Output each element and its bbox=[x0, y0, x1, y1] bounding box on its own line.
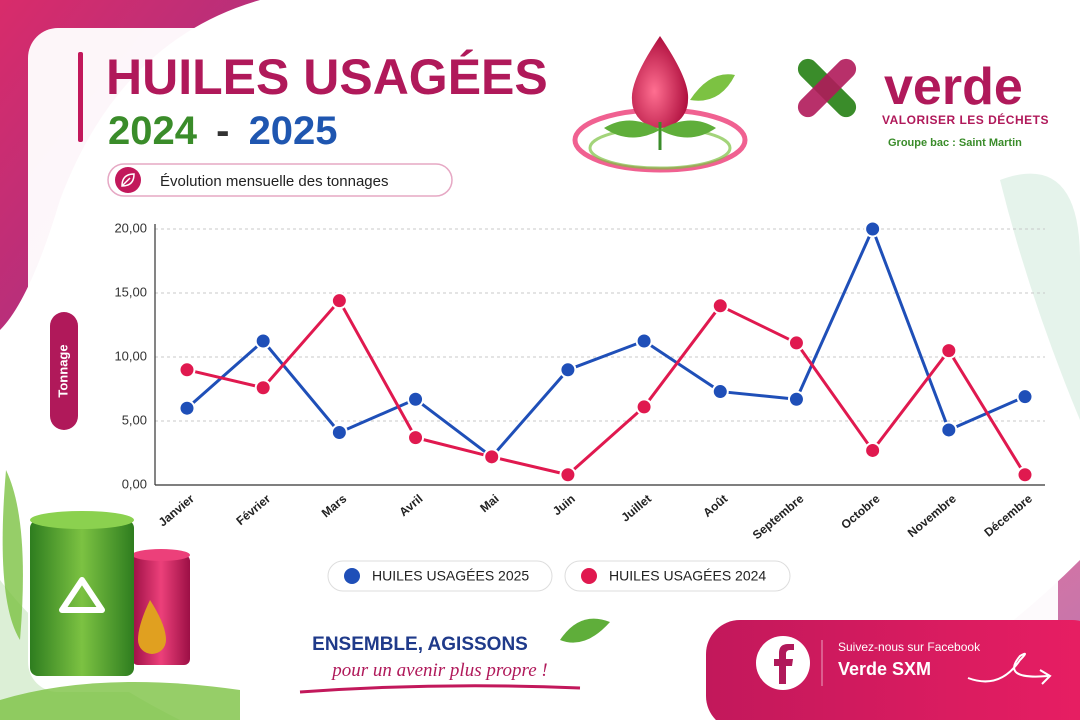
year-separator: - bbox=[216, 109, 229, 153]
slogan-script: pour un avenir plus propre ! bbox=[330, 660, 548, 681]
data-point bbox=[330, 292, 348, 310]
data-point bbox=[254, 332, 272, 350]
data-point bbox=[1016, 466, 1034, 484]
series-line bbox=[186, 227, 1026, 459]
data-point bbox=[178, 399, 196, 417]
data-point bbox=[940, 342, 958, 360]
logo-name: verde bbox=[884, 58, 1023, 116]
data-point bbox=[178, 361, 196, 379]
slogan-underline bbox=[299, 684, 581, 694]
facebook-page[interactable]: Verde SXM bbox=[838, 659, 931, 679]
year-a: 2024 bbox=[108, 109, 198, 153]
y-axis-label: Tonnage bbox=[55, 344, 70, 397]
year-b: 2025 bbox=[249, 109, 338, 153]
data-point bbox=[864, 220, 882, 238]
data-point bbox=[940, 421, 958, 439]
legend-pill bbox=[327, 560, 553, 592]
y-tick-label: 0,00 bbox=[122, 476, 147, 491]
header: HUILES USAGÉES 2024 - 2025 Évolution men… bbox=[78, 49, 548, 197]
logo-mark-pink bbox=[797, 58, 857, 118]
title-accent bbox=[78, 52, 83, 142]
leaf-icon bbox=[121, 173, 135, 187]
logo-tagline: VALORISER LES DÉCHETS bbox=[882, 112, 1049, 127]
data-point bbox=[559, 466, 577, 484]
legend-marker bbox=[581, 568, 597, 584]
facebook-panel[interactable]: Suivez-nous sur Facebook Verde SXM bbox=[706, 620, 1080, 720]
title: HUILES USAGÉES bbox=[106, 49, 548, 105]
data-point bbox=[635, 398, 653, 416]
slogan: ENSEMBLE, AGISSONS pour un avenir plus p… bbox=[299, 618, 610, 694]
subtitle: Évolution mensuelle des tonnages bbox=[160, 173, 389, 190]
drop-illustration bbox=[572, 36, 748, 173]
data-point bbox=[407, 429, 425, 447]
data-point bbox=[407, 390, 425, 408]
years: 2024 - 2025 bbox=[108, 109, 338, 153]
data-point bbox=[787, 390, 805, 408]
series-line bbox=[186, 299, 1027, 477]
legend-pill bbox=[564, 560, 791, 592]
data-point bbox=[1016, 388, 1034, 406]
data-point bbox=[330, 424, 348, 442]
y-label-pill bbox=[50, 312, 78, 430]
data-point bbox=[864, 441, 882, 459]
data-point bbox=[787, 334, 805, 352]
y-tick-label: 20,00 bbox=[114, 220, 147, 235]
logo-group: Groupe bac : Saint Martin bbox=[888, 137, 1022, 149]
legend-label: HUILES USAGÉES 2024 bbox=[609, 568, 766, 584]
data-point bbox=[483, 448, 501, 466]
facebook-prompt: Suivez-nous sur Facebook bbox=[838, 640, 981, 654]
data-point bbox=[559, 361, 577, 379]
y-tick-label: 15,00 bbox=[114, 284, 147, 299]
data-point bbox=[635, 332, 653, 350]
y-tick-label: 5,00 bbox=[122, 412, 147, 427]
logo: verde VALORISER LES DÉCHETS Groupe bac :… bbox=[797, 58, 1049, 149]
barrels bbox=[0, 470, 240, 720]
facebook-arrow bbox=[967, 652, 1052, 685]
slogan-bold: ENSEMBLE, AGISSONS bbox=[312, 634, 528, 655]
subtitle-pill bbox=[107, 163, 453, 197]
data-point bbox=[711, 383, 729, 401]
data-point bbox=[254, 379, 272, 397]
data-point bbox=[711, 297, 729, 315]
legend-label: HUILES USAGÉES 2025 bbox=[372, 568, 529, 584]
y-tick-label: 10,00 bbox=[114, 348, 147, 363]
legend-marker bbox=[344, 568, 360, 584]
facebook-glyph bbox=[774, 644, 794, 684]
